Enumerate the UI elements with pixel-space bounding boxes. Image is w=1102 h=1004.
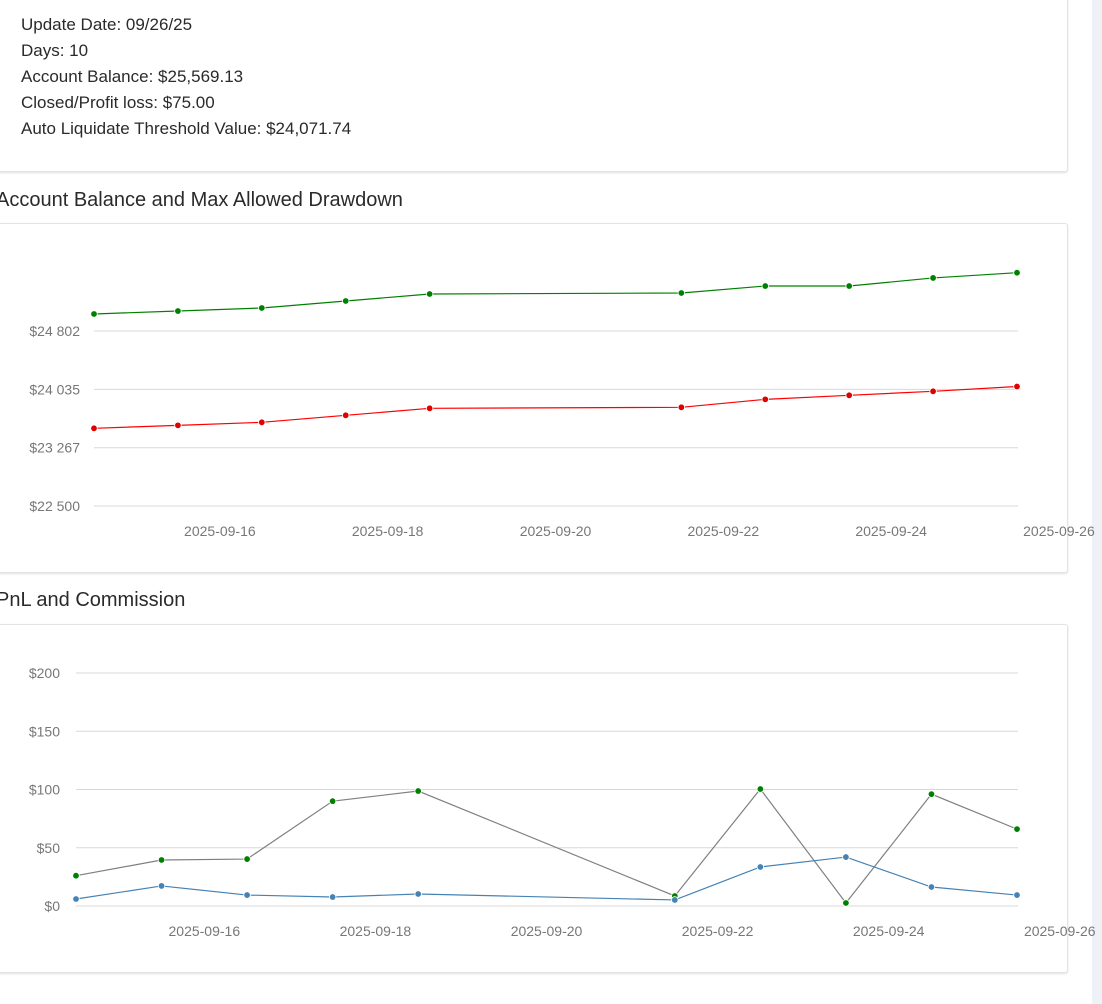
pnl-series-0-point [157,856,166,864]
pnl-series-0-point [243,855,251,863]
balance-series-1-point [425,404,434,413]
pnl-y-tick-label: $150 [29,723,60,739]
pnl-series-0-point [414,787,422,795]
pnl-x-tick-label: 2025-09-16 [169,923,241,939]
pnl-x-tick-label: 2025-09-20 [511,923,583,939]
pnl-series-1-point [328,893,337,901]
balance-series-0-point [677,289,686,297]
pnl-y-tick-label: $200 [29,665,60,681]
pnl-x-tick-label: 2025-09-22 [682,923,754,939]
balance-chart-card [0,223,1068,573]
pnl-series-0-point [328,797,337,805]
pnl-y-tick-label: $50 [37,840,61,856]
balance-series-0-point [929,274,937,282]
pnl-series-0-point [756,785,765,793]
pnl-series-0-point [842,899,850,907]
pnl-series-1-point [671,896,679,904]
pnl-series-0-line [75,788,1018,904]
balance-series-1-point [174,421,182,430]
balance-x-tick-label: 2025-09-22 [688,523,760,539]
pnl-x-tick-label: 2025-09-24 [853,923,925,939]
closed-profit-loss: Closed/Profit loss: $75.00 [21,93,215,112]
pnl-series-1-point [842,853,850,861]
balance-x-tick-label: 2025-09-26 [1023,523,1095,539]
pnl-series-1-point [756,863,765,871]
balance-series-1-point [929,387,937,395]
balance-series-0-point [174,307,182,315]
balance-series-1-point [342,411,350,420]
pnl-series-1-point [927,883,936,891]
pnl-chart-title: PnL and Commission [0,589,186,611]
pnl-series-0-point [72,872,80,880]
balance-x-tick-label: 2025-09-16 [184,523,256,539]
account-balance: Account Balance: $25,569.13 [21,67,244,86]
days-count: Days: 10 [21,41,89,60]
balance-series-1-point [761,395,769,404]
balance-x-tick-label: 2025-09-20 [520,523,592,539]
balance-series-1-point [90,424,98,433]
balance-chart-title: Account Balance and Max Allowed Drawdown [0,189,403,211]
balance-series-1-line [93,385,1018,429]
balance-series-0-point [90,310,98,318]
pnl-x-tick-label: 2025-09-18 [340,923,412,939]
pnl-y-tick-label: $100 [29,782,60,798]
pnl-series-1-point [1013,891,1021,899]
page-scroll-gutter [1092,0,1102,1004]
update-date: Update Date: 09/26/25 [21,15,193,34]
balance-y-tick-label: $24 802 [29,323,80,339]
balance-y-tick-label: $23 267 [29,440,80,456]
balance-y-tick-label: $22 500 [29,498,80,514]
balance-x-tick-label: 2025-09-24 [855,523,927,539]
summary-card [0,0,1068,172]
pnl-x-tick-label: 2025-09-26 [1024,923,1096,939]
balance-series-1-point [677,403,686,412]
pnl-y-tick-label: $0 [44,898,60,914]
balance-series-0-line [93,272,1018,315]
pnl-series-0-point [927,790,936,798]
balance-series-1-point [845,391,853,400]
balance-series-0-point [258,304,266,312]
pnl-series-0-point [1013,825,1021,833]
auto-liquidate-threshold: Auto Liquidate Threshold Value: $24,071.… [21,119,352,138]
balance-series-0-point [761,282,769,290]
balance-y-tick-label: $24 035 [29,381,80,397]
balance-series-1-point [1013,382,1021,391]
pnl-series-1-point [72,895,80,903]
balance-series-1-point [258,418,266,427]
balance-series-0-point [425,290,434,298]
pnl-chart-card [0,624,1068,973]
pnl-series-1-point [414,890,422,898]
pnl-series-1-point [243,891,251,899]
balance-x-tick-label: 2025-09-18 [352,523,424,539]
balance-series-0-point [1013,269,1021,277]
pnl-series-1-line [75,856,1018,901]
balance-series-0-point [342,297,350,305]
balance-series-0-point [845,282,853,290]
pnl-series-1-point [157,882,166,890]
